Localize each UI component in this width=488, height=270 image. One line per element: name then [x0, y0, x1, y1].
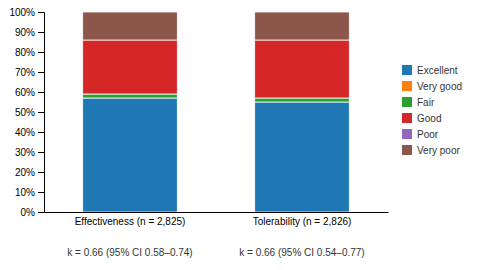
y-tick-label: 10%: [15, 187, 35, 198]
legend-label: Fair: [417, 97, 435, 108]
legend-swatch: [402, 81, 412, 91]
y-tick: 100%: [9, 7, 44, 18]
y-tick: 60%: [15, 87, 44, 98]
bar-segment: [83, 40, 178, 94]
x-axis-line: [45, 212, 389, 213]
bar-segment: [83, 98, 178, 212]
bar-segment: [255, 102, 350, 212]
y-tick: 40%: [15, 127, 44, 138]
y-tick-label: 0%: [21, 207, 36, 218]
y-axis: 0% 10% 20% 30% 40% 50% 60% 70% 80% 90% 100%: [9, 7, 44, 218]
y-tick-label: 90%: [15, 27, 35, 38]
legend-label: Very poor: [417, 145, 460, 156]
bar-segment: [83, 12, 178, 40]
y-tick: 20%: [15, 167, 44, 178]
legend-label: Poor: [417, 129, 439, 140]
bar-segment: [83, 94, 178, 98]
legend: Excellent Very good Fair Good Poor Very poor: [402, 65, 462, 156]
legend-label: Very good: [417, 81, 462, 92]
legend-swatch: [402, 97, 412, 107]
y-tick: 90%: [15, 27, 44, 38]
y-tick-label: 30%: [15, 147, 35, 158]
annotation: k = 0.66 (95% CI 0.54–0.77): [239, 247, 364, 258]
y-tick-mark: [38, 92, 44, 93]
y-tick: 50%: [15, 107, 44, 118]
y-tick: 70%: [15, 67, 44, 78]
legend-label: Good: [417, 113, 441, 124]
bar-segment: [255, 12, 350, 40]
y-tick-mark: [38, 152, 44, 153]
x-tick-label: Effectiveness (n = 2,825): [75, 216, 186, 227]
x-tick-label: Tolerability (n = 2,826): [253, 216, 352, 227]
y-tick-mark: [38, 72, 44, 73]
legend-swatch: [402, 129, 412, 139]
chart: 0% 10% 20% 30% 40% 50% 60% 70% 80% 90% 100% Effecti…: [0, 0, 488, 270]
legend-swatch: [402, 113, 412, 123]
y-tick-mark: [38, 52, 44, 53]
bars: [83, 12, 350, 212]
y-tick: 0%: [21, 207, 44, 218]
y-tick-mark: [38, 132, 44, 133]
y-tick-mark: [38, 192, 44, 193]
x-axis: Effectiveness (n = 2,825) Tolerability (n…: [45, 213, 389, 228]
bar-segment: [255, 40, 350, 98]
legend-item: Poor: [402, 129, 439, 140]
y-tick: 30%: [15, 147, 44, 158]
y-tick-mark: [38, 12, 44, 13]
y-tick-mark: [38, 172, 44, 173]
y-tick-label: 20%: [15, 167, 35, 178]
y-tick-label: 40%: [15, 127, 35, 138]
y-tick-label: 80%: [15, 47, 35, 58]
legend-item: Very poor: [402, 145, 460, 156]
y-tick: 80%: [15, 47, 44, 58]
legend-item: Fair: [402, 97, 435, 108]
legend-label: Excellent: [417, 65, 458, 76]
y-tick-mark: [38, 32, 44, 33]
legend-item: Very good: [402, 81, 462, 92]
legend-item: Good: [402, 113, 441, 124]
y-tick-label: 100%: [9, 7, 35, 18]
y-tick-mark: [38, 212, 44, 213]
legend-swatch: [402, 145, 412, 155]
legend-item: Excellent: [402, 65, 458, 76]
legend-swatch: [402, 65, 412, 75]
bar-segment: [255, 98, 350, 102]
y-tick: 10%: [15, 187, 44, 198]
x-tick: Tolerability (n = 2,826): [253, 216, 352, 227]
y-tick-label: 60%: [15, 87, 35, 98]
y-tick-label: 50%: [15, 107, 35, 118]
annotation: k = 0.66 (95% CI 0.58–0.74): [67, 247, 192, 258]
y-tick-mark: [38, 112, 44, 113]
y-axis-line: [38, 13, 45, 213]
x-tick: Effectiveness (n = 2,825): [75, 216, 186, 227]
y-tick-label: 70%: [15, 67, 35, 78]
